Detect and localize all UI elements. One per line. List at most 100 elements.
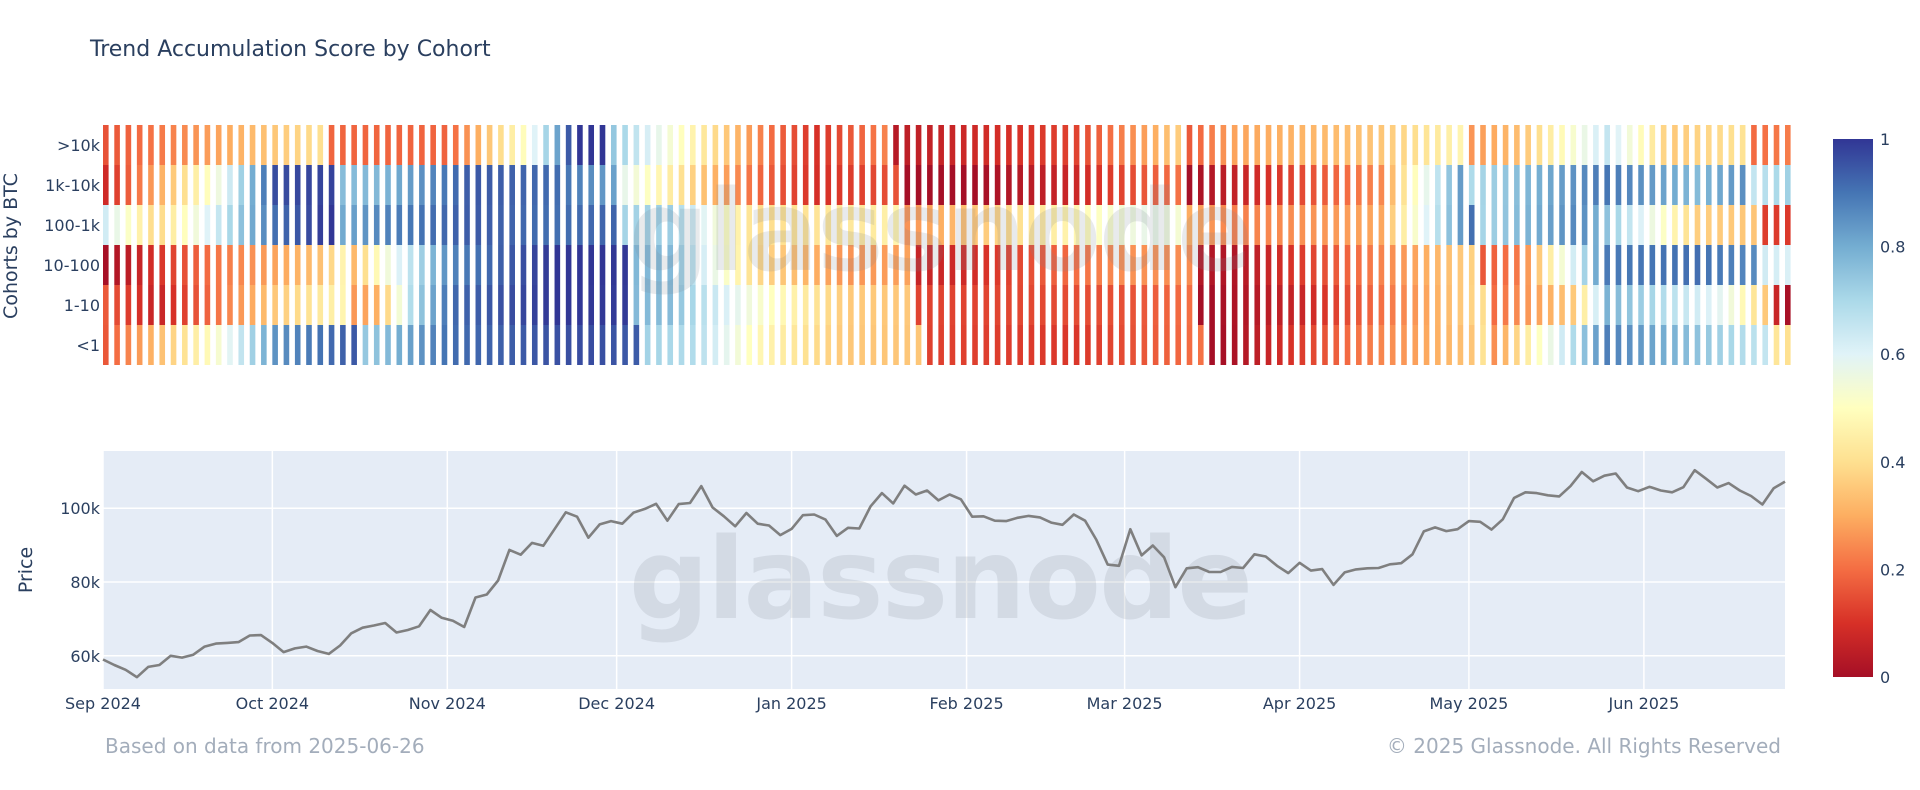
- heatmap-cell: [543, 165, 549, 205]
- heatmap-cell: [1502, 325, 1509, 365]
- heatmap-cell: [1593, 205, 1599, 245]
- heatmap-cell: [1593, 325, 1599, 365]
- heatmap-cell: [1356, 165, 1362, 205]
- heatmap-cell: [498, 125, 504, 165]
- heatmap-cell: [1028, 285, 1035, 325]
- heatmap-cell: [1277, 125, 1283, 165]
- heatmap-cell: [396, 205, 403, 245]
- heatmap-cell: [441, 325, 448, 365]
- heatmap-cell: [1051, 125, 1057, 165]
- heatmap-cell: [802, 205, 809, 245]
- heatmap-cell: [1660, 325, 1667, 365]
- heatmap-cell: [509, 125, 515, 165]
- heatmap-cell: [1468, 285, 1475, 325]
- heatmap-cell: [441, 165, 448, 205]
- heatmap-cell: [125, 205, 132, 245]
- heatmap-cell: [780, 285, 786, 325]
- heatmap-cell: [509, 205, 515, 245]
- heatmap-cell: [554, 285, 561, 325]
- heatmap-cell: [1570, 325, 1577, 365]
- heatmap-cell: [351, 285, 357, 325]
- heatmap-cell: [1243, 125, 1249, 165]
- heatmap-cell: [746, 245, 753, 285]
- heatmap-cell: [746, 325, 753, 365]
- heatmap-cell: [1288, 285, 1294, 325]
- heatmap-cell: [1683, 165, 1689, 205]
- heatmap-cell: [1536, 325, 1543, 365]
- heatmap-cell: [1006, 285, 1012, 325]
- heatmap-cell: [972, 205, 978, 245]
- heatmap-cell: [1017, 125, 1023, 165]
- heatmap-cell: [249, 165, 256, 205]
- heatmap-cell: [1130, 285, 1136, 325]
- heatmap-cell: [1660, 125, 1667, 165]
- heatmap-cell: [791, 165, 798, 205]
- heatmap-cell: [610, 125, 617, 165]
- heatmap-cell: [610, 245, 617, 285]
- heatmap-cell: [904, 125, 911, 165]
- heatmap-cell: [486, 125, 493, 165]
- heatmap-cell: [1006, 325, 1012, 365]
- heatmap-cell: [452, 165, 459, 205]
- heatmap-cell: [678, 245, 685, 285]
- heatmap-cell: [1559, 165, 1565, 205]
- heatmap-cell: [983, 325, 990, 365]
- heatmap-cell: [1073, 245, 1080, 285]
- heatmap-cell: [1062, 165, 1069, 205]
- heatmap-cell: [1299, 125, 1306, 165]
- heatmap-cell: [1389, 285, 1396, 325]
- heatmap-cell: [723, 285, 730, 325]
- heatmap-cell: [622, 165, 628, 205]
- heatmap-cell: [1209, 165, 1215, 205]
- heatmap-cell: [520, 125, 527, 165]
- heatmap-cell: [1299, 325, 1306, 365]
- heatmap-cell: [283, 285, 290, 325]
- heatmap-cell: [136, 165, 143, 205]
- heatmap-cell: [915, 205, 922, 245]
- heatmap-cell: [1356, 125, 1362, 165]
- heatmap-cell: [577, 325, 583, 365]
- heatmap-cell: [1073, 285, 1080, 325]
- heatmap-cell: [486, 325, 493, 365]
- heatmap-cell: [1581, 325, 1588, 365]
- heatmap-cell: [249, 205, 256, 245]
- heatmap-cell: [1073, 165, 1080, 205]
- heatmap-cell: [1491, 285, 1498, 325]
- heatmap-cell: [588, 165, 595, 205]
- heatmap-cell: [272, 245, 278, 285]
- heatmap-cell: [1457, 125, 1464, 165]
- heatmap-cell: [486, 285, 493, 325]
- heatmap-cell: [227, 245, 233, 285]
- heatmap-cell: [148, 245, 154, 285]
- heatmap-cell: [712, 125, 719, 165]
- heatmap-cell: [1773, 125, 1780, 165]
- heatmap-cell: [746, 165, 753, 205]
- heatmap-cell: [938, 325, 944, 365]
- heatmap-cell: [1514, 325, 1520, 365]
- heatmap-cell: [1197, 125, 1204, 165]
- heatmap-cell: [1288, 245, 1294, 285]
- heatmap-cell: [712, 325, 719, 365]
- heatmap-cell: [1243, 205, 1249, 245]
- heatmap-cell: [1604, 245, 1610, 285]
- heatmap-cell: [1593, 125, 1599, 165]
- heatmap-cell: [814, 325, 820, 365]
- heatmap-cell: [1502, 165, 1509, 205]
- heatmap-cell: [261, 125, 267, 165]
- heatmap-cell: [701, 205, 707, 245]
- heatmap-cell: [261, 285, 267, 325]
- heatmap-cell: [407, 205, 414, 245]
- heatmap-cell: [238, 205, 245, 245]
- footer-data-date: Based on data from 2025-06-26: [105, 734, 425, 758]
- heatmap-cell: [1367, 245, 1373, 285]
- heatmap-cell: [1220, 285, 1227, 325]
- heatmap-cell: [746, 205, 753, 245]
- heatmap-cell: [735, 165, 741, 205]
- heatmap-cell: [464, 285, 470, 325]
- heatmap-cell: [802, 245, 809, 285]
- heatmap-cell: [644, 125, 651, 165]
- heatmap-cell: [1762, 245, 1769, 285]
- heatmap-cell: [1502, 125, 1509, 165]
- heatmap-cell: [294, 325, 301, 365]
- heatmap-cell: [1152, 245, 1159, 285]
